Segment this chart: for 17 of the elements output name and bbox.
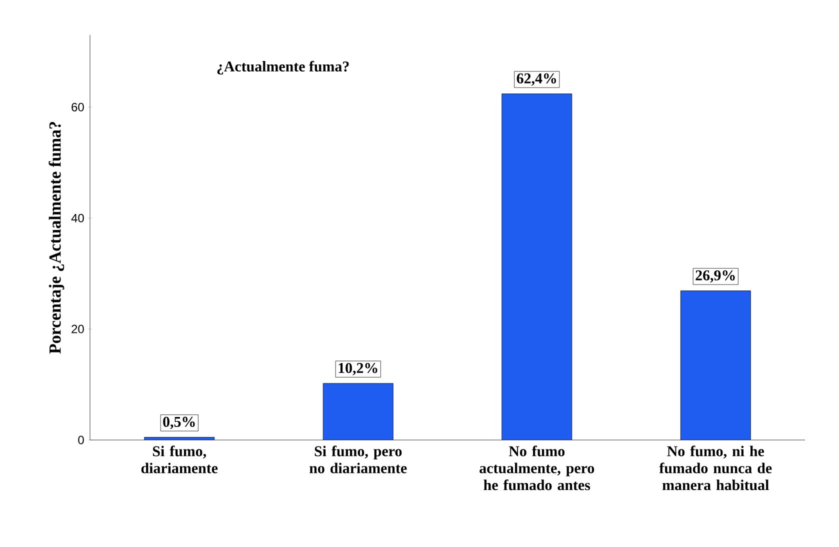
- text: ¿Actualmente fuma?: [217, 60, 349, 75]
- y-tick-label: 20: [72, 324, 84, 334]
- y-tick-label: 0: [78, 436, 84, 444]
- bar: [323, 383, 394, 440]
- y-tick-label: 60: [72, 102, 84, 112]
- data-label: 10,2%: [338, 362, 378, 376]
- x-tick-label: No fumo, ni he fumado nunca de manera habitual: [659, 446, 772, 490]
- x-tick-label: Si fumo, diariamente: [141, 446, 218, 474]
- data-label: 62,4%: [516, 73, 556, 86]
- y-tick-label: 40: [71, 214, 84, 222]
- x-tick-label: Si fumo, pero no diariamente: [310, 446, 407, 474]
- y-axis-title: Porcentaje ¿Actualmente fuma?: [48, 122, 64, 354]
- data-label: 26,9%: [696, 270, 735, 283]
- data-label: 0,5%: [163, 416, 195, 430]
- bar: [502, 94, 572, 440]
- x-tick-label: No fumo actualmente, pero he fumado antes: [480, 446, 594, 490]
- bar: [680, 290, 751, 440]
